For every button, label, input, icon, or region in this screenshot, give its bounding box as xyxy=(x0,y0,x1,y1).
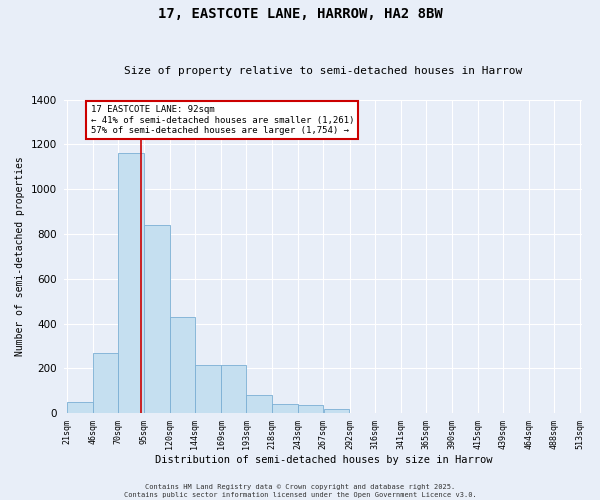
Bar xyxy=(246,396,272,413)
Bar xyxy=(272,404,298,413)
Bar xyxy=(221,365,246,413)
Bar xyxy=(170,317,195,413)
Text: 17, EASTCOTE LANE, HARROW, HA2 8BW: 17, EASTCOTE LANE, HARROW, HA2 8BW xyxy=(158,8,442,22)
Bar xyxy=(118,154,143,413)
Y-axis label: Number of semi-detached properties: Number of semi-detached properties xyxy=(15,156,25,356)
Bar xyxy=(323,408,349,413)
Bar xyxy=(144,225,170,413)
Title: Size of property relative to semi-detached houses in Harrow: Size of property relative to semi-detach… xyxy=(124,66,523,76)
Bar xyxy=(67,402,92,413)
Bar xyxy=(298,406,323,413)
Bar xyxy=(195,365,221,413)
Text: Contains HM Land Registry data © Crown copyright and database right 2025.
Contai: Contains HM Land Registry data © Crown c… xyxy=(124,484,476,498)
Bar xyxy=(93,352,118,413)
X-axis label: Distribution of semi-detached houses by size in Harrow: Distribution of semi-detached houses by … xyxy=(155,455,492,465)
Text: 17 EASTCOTE LANE: 92sqm
← 41% of semi-detached houses are smaller (1,261)
57% of: 17 EASTCOTE LANE: 92sqm ← 41% of semi-de… xyxy=(91,105,354,135)
